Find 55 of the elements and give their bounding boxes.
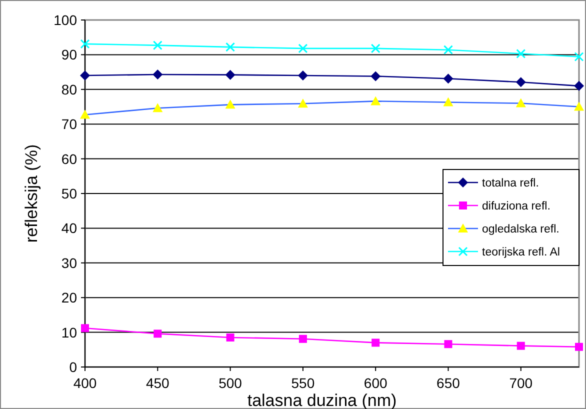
x-tick-label: 600 [364, 375, 388, 391]
point [370, 71, 381, 82]
point [152, 103, 163, 112]
y-tick-label: 0 [69, 359, 78, 375]
point [298, 70, 308, 81]
legend-label: teorijska refl. Al [482, 246, 560, 258]
point [444, 340, 452, 348]
y-tick-label: 50 [61, 186, 78, 202]
point [225, 70, 236, 80]
y-tick-label: 80 [61, 81, 78, 98]
x-tick-label: 500 [218, 375, 242, 391]
point [443, 45, 453, 55]
y-tick-label: 40 [61, 220, 78, 236]
legend-label: ogledalska refl. [482, 224, 560, 236]
point [298, 98, 308, 108]
point [516, 342, 525, 350]
y-axis-title: refleksija (%) [22, 144, 41, 243]
point [226, 334, 234, 342]
point [574, 52, 584, 62]
legend-label: difuziona refl. [482, 200, 550, 212]
point [298, 44, 308, 54]
y-tick-label: 60 [61, 150, 78, 167]
point [516, 98, 526, 108]
point [516, 77, 526, 88]
point [372, 338, 380, 347]
x-tick-label: 700 [509, 375, 533, 391]
point [574, 80, 584, 91]
x-tick-label: 400 [73, 375, 97, 391]
y-tick-label: 90 [61, 46, 78, 63]
y-tick-label: 100 [54, 12, 78, 28]
y-tick-label: 20 [61, 290, 78, 306]
point [154, 330, 162, 338]
point [575, 342, 583, 351]
x-tick-label: 650 [436, 375, 460, 391]
x-tick-label: 450 [146, 375, 170, 391]
point [298, 334, 307, 343]
point [80, 110, 90, 119]
point [225, 100, 236, 109]
point [152, 40, 162, 50]
point [443, 74, 454, 84]
point [443, 97, 454, 106]
point [80, 39, 90, 49]
point [226, 42, 236, 52]
y-tick-label: 10 [61, 324, 78, 340]
point [152, 69, 163, 80]
x-tick-label: 550 [291, 375, 315, 391]
point [370, 44, 380, 54]
point [516, 48, 526, 58]
point [574, 102, 584, 111]
point [81, 324, 89, 332]
y-tick-label: 70 [61, 116, 78, 132]
legend-label: totalna refl. [482, 178, 539, 190]
point [370, 96, 381, 106]
point [80, 70, 90, 81]
y-tick-label: 30 [61, 254, 78, 271]
